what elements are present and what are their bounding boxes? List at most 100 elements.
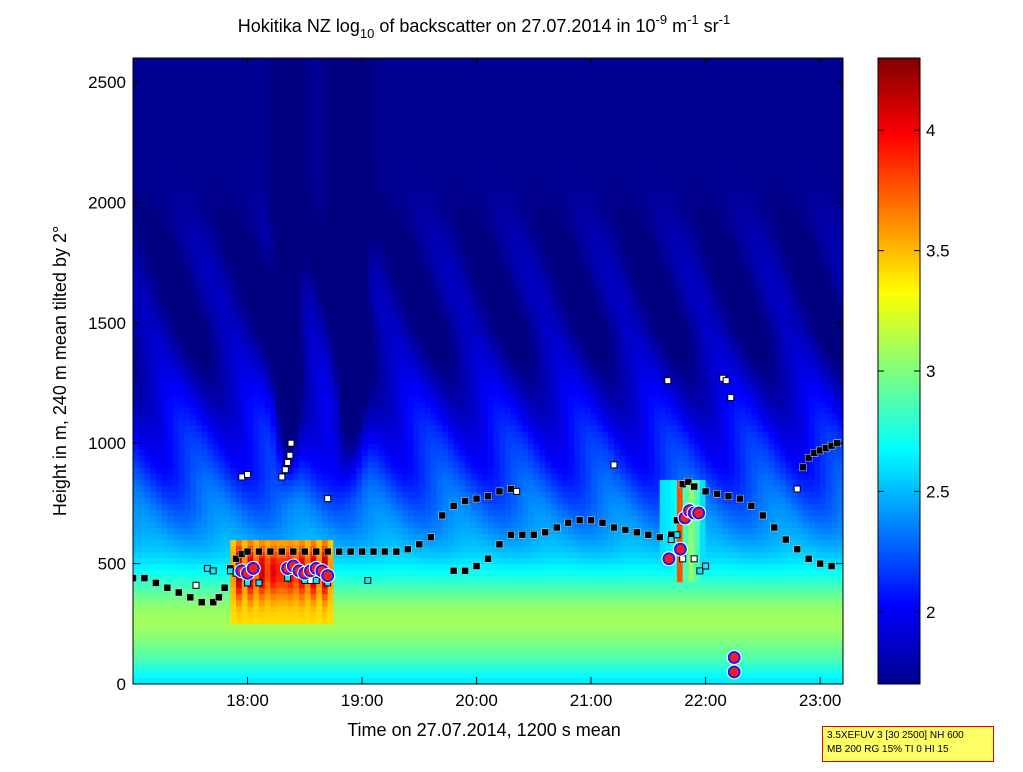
heatmap-cell <box>304 148 312 155</box>
heatmap-cell <box>150 274 157 282</box>
heatmap-cell <box>213 539 220 547</box>
heatmap-cell <box>356 677 363 684</box>
heatmap-cell <box>390 256 397 264</box>
heatmap-cell <box>356 136 363 143</box>
heatmap-cell <box>178 389 186 396</box>
heatmap-cell <box>321 629 329 637</box>
heatmap-cell <box>402 130 409 137</box>
heatmap-cell <box>304 527 312 535</box>
heatmap-cell <box>390 629 397 637</box>
heatmap-cell <box>373 352 380 360</box>
heatmap-cell <box>138 262 146 270</box>
heatmap-cell <box>190 473 197 480</box>
heatmap-cell <box>339 262 346 270</box>
heatmap-cell <box>310 214 317 222</box>
heatmap-cell <box>379 467 386 474</box>
heatmap-cell <box>264 599 272 607</box>
heatmap-cell <box>321 124 329 131</box>
heatmap-cell <box>224 214 231 222</box>
heatmap-cell <box>178 112 186 119</box>
heatmap-cell <box>173 226 180 234</box>
heatmap-cell <box>287 94 294 101</box>
heatmap-cell <box>327 407 335 414</box>
heatmap-cell <box>247 286 254 294</box>
heatmap-cell <box>195 461 203 468</box>
heatmap-cell <box>264 208 272 216</box>
heatmap-cell <box>173 491 180 498</box>
heatmap-cell <box>258 82 266 89</box>
heatmap-cell <box>213 364 220 372</box>
heatmap-cell <box>201 551 209 559</box>
heatmap-cell <box>310 455 317 462</box>
heatmap-cell <box>144 352 151 360</box>
heatmap-cell <box>339 316 346 324</box>
heatmap-cell <box>373 533 380 541</box>
heatmap-cell <box>190 172 197 179</box>
heatmap-cell <box>138 118 146 125</box>
heatmap-cell <box>367 298 375 306</box>
heatmap-cell <box>287 112 294 119</box>
heatmap-cell <box>402 599 409 607</box>
heatmap-cell <box>287 467 294 474</box>
heatmap-cell <box>396 322 403 330</box>
heatmap-cell <box>287 256 294 264</box>
heatmap-cell <box>155 106 163 113</box>
heatmap-cell <box>281 533 289 541</box>
heatmap-cell <box>350 334 357 342</box>
heatmap-cell <box>264 130 272 137</box>
heatmap-cell <box>281 521 289 529</box>
heatmap-cell <box>195 485 203 492</box>
heatmap-cell <box>367 419 375 426</box>
heatmap-cell <box>344 220 352 228</box>
heatmap-cell <box>362 292 369 300</box>
heatmap-cell <box>184 316 191 324</box>
heatmap-cell <box>402 539 409 547</box>
heatmap-cell <box>213 358 220 366</box>
heatmap-cell <box>362 256 369 264</box>
heatmap-cell <box>321 340 329 348</box>
heatmap-cell <box>287 509 294 517</box>
heatmap-cell <box>327 509 335 517</box>
heatmap-cell <box>241 647 249 655</box>
heatmap-cell <box>367 503 375 511</box>
heatmap-cell <box>236 298 243 306</box>
heatmap-cell <box>339 371 346 378</box>
heatmap-cell <box>201 196 209 204</box>
heatmap-cell <box>299 467 306 474</box>
heatmap-cell <box>253 659 260 667</box>
heatmap-cell <box>310 665 317 673</box>
heatmap-cell <box>316 539 323 547</box>
heatmap-cell <box>230 172 237 179</box>
heatmap-cell <box>178 58 186 65</box>
heatmap-cell <box>362 196 369 204</box>
heatmap-cell <box>367 178 375 185</box>
heatmap-cell <box>236 539 243 547</box>
heatmap-cell <box>287 238 294 246</box>
heatmap-cell <box>190 130 197 137</box>
heatmap-cell <box>362 641 369 649</box>
heatmap-cell <box>167 491 174 498</box>
heatmap-cell <box>287 677 294 684</box>
heatmap-cell <box>287 358 294 366</box>
heatmap-cell <box>304 64 312 71</box>
heatmap-cell <box>270 395 277 402</box>
heatmap-cell <box>195 286 203 294</box>
heatmap-cell <box>310 635 317 643</box>
heatmap-cell <box>339 268 346 276</box>
heatmap-cell <box>333 304 340 312</box>
heatmap-cell <box>350 611 357 619</box>
heatmap-cell <box>304 599 312 607</box>
heatmap-cell <box>253 467 260 474</box>
heatmap-cell <box>264 371 272 378</box>
heatmap-cell <box>236 58 243 65</box>
heatmap-cell <box>133 629 140 637</box>
heatmap-cell <box>276 256 283 264</box>
heatmap-cell <box>161 479 168 486</box>
heatmap-cell <box>339 226 346 234</box>
heatmap-cell <box>396 569 403 577</box>
heatmap-cell <box>327 479 335 486</box>
heatmap-cell <box>167 262 174 270</box>
heatmap-cell <box>293 473 300 480</box>
heatmap-cell <box>178 364 186 372</box>
heatmap-cell <box>213 268 220 276</box>
